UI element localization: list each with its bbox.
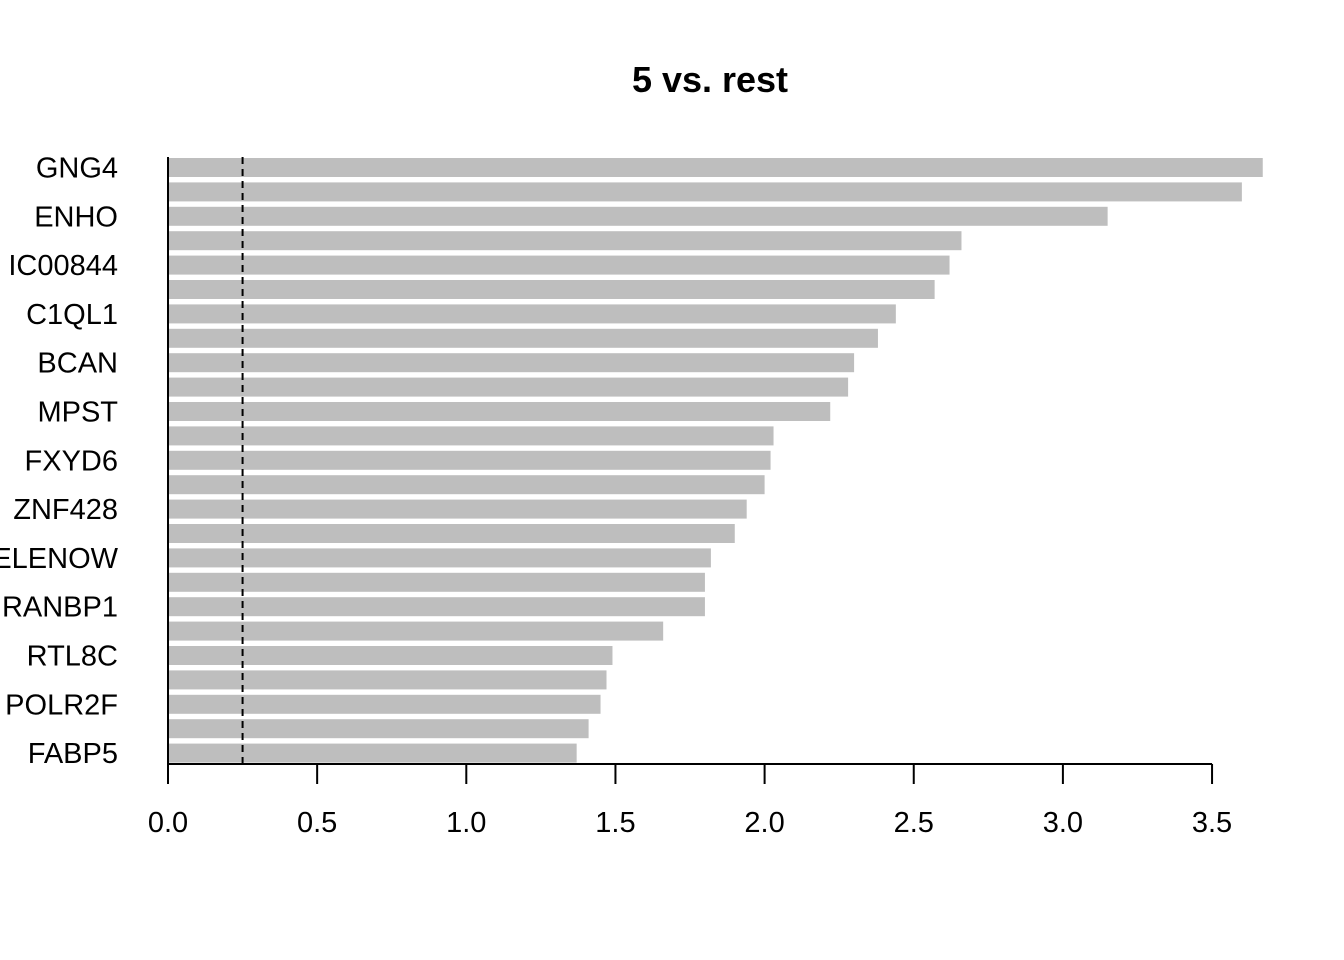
x-tick-label: 2.5 (894, 807, 934, 839)
bar-10 (168, 402, 831, 421)
bar-5 (168, 280, 935, 299)
x-tick-label: 1.0 (446, 807, 486, 839)
bar-12 (168, 450, 771, 470)
bar-7 (168, 328, 878, 348)
category-label: FABP5 (28, 738, 118, 770)
bar-4 (168, 255, 950, 275)
x-tick-label: 1.5 (595, 807, 635, 839)
x-tick-label: 3.0 (1043, 807, 1083, 839)
bar-2 (168, 206, 1108, 226)
bar-15 (168, 524, 735, 543)
category-label: MPST (37, 397, 118, 429)
bar-24 (168, 743, 577, 763)
category-labels: GNG4 ENHO IC00844 C1QL1 BCAN MPST FXYD6 ZNF428 E… (0, 153, 119, 771)
category-label: ENHO (34, 201, 118, 233)
bar-8 (168, 353, 855, 373)
bar-19 (168, 621, 664, 641)
bar-6 (168, 304, 896, 324)
bar-13 (168, 475, 765, 495)
chart-title: 5 vs. rest (632, 59, 788, 100)
bar-14 (168, 499, 747, 519)
bar-0 (168, 158, 1263, 177)
category-label: ZNF428 (13, 494, 118, 526)
x-tick-label: 3.5 (1192, 807, 1232, 839)
bar-3 (168, 231, 962, 251)
category-label: ELENOW (0, 543, 119, 575)
bar-22 (168, 694, 601, 714)
x-tick-label: 0.0 (148, 807, 188, 839)
category-label: POLR2F (5, 689, 118, 721)
bar-16 (168, 548, 711, 568)
category-label: C1QL1 (26, 299, 118, 331)
x-tick-label: 2.0 (744, 807, 784, 839)
category-label: GNG4 (36, 153, 118, 185)
category-label: BCAN (37, 348, 118, 380)
category-label: RTL8C (27, 641, 118, 673)
bar-18 (168, 597, 705, 617)
bar-11 (168, 426, 774, 446)
category-label: IC00844 (8, 250, 118, 282)
bar-9 (168, 377, 849, 397)
bar-20 (168, 646, 613, 665)
bar-1 (168, 182, 1242, 202)
bars-group (168, 158, 1263, 763)
bar-21 (168, 670, 607, 690)
category-label: FXYD6 (25, 445, 118, 477)
bar-23 (168, 719, 589, 739)
bar-17 (168, 572, 705, 592)
category-label: RANBP1 (2, 592, 118, 624)
axes: 0.0 0.5 1.0 1.5 2.0 2.5 3.0 3.5 (148, 157, 1232, 839)
x-tick-label: 0.5 (297, 807, 337, 839)
